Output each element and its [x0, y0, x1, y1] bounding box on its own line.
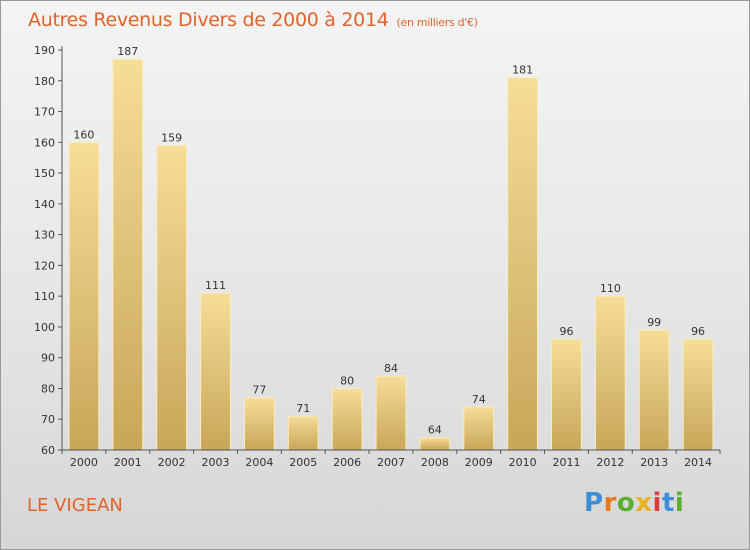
- bar-2001: [112, 58, 144, 451]
- data-label-2008: 64: [428, 424, 442, 437]
- y-tick-label: 190: [34, 44, 55, 57]
- y-tick-label: 160: [34, 136, 55, 149]
- y-tick-label: 70: [41, 413, 55, 426]
- location-label: LE VIGEAN: [27, 495, 123, 516]
- x-tick-label-2007: 2007: [377, 456, 405, 469]
- data-label-2003: 111: [205, 279, 226, 292]
- y-tick-label: 60: [41, 444, 55, 457]
- data-label-2004: 77: [252, 384, 266, 397]
- logo-letter: i: [674, 488, 685, 518]
- x-tick-label-2013: 2013: [640, 456, 668, 469]
- data-label-2011: 96: [559, 325, 573, 338]
- y-tick-label: 170: [34, 106, 55, 119]
- y-tick-label: 80: [41, 382, 55, 395]
- title-text: Autres Revenus Divers de 2000 à 2014: [28, 9, 389, 31]
- x-tick-label-2011: 2011: [552, 456, 580, 469]
- bar-2014: [682, 338, 714, 451]
- y-tick-label: 110: [34, 290, 55, 303]
- bar-2002: [156, 144, 188, 451]
- data-label-2014: 96: [691, 325, 705, 338]
- data-label-2001: 187: [117, 45, 138, 58]
- x-tick-label-2009: 2009: [465, 456, 493, 469]
- x-tick-label-2001: 2001: [114, 456, 142, 469]
- logo-letter: t: [661, 488, 675, 518]
- bar-2000: [68, 141, 100, 451]
- data-label-2007: 84: [384, 362, 398, 375]
- data-label-2005: 71: [296, 402, 310, 415]
- x-tick-label-2002: 2002: [158, 456, 186, 469]
- bar-2011: [551, 338, 582, 451]
- x-tick-label-2003: 2003: [202, 456, 230, 469]
- chart-title: Autres Revenus Divers de 2000 à 2014 (en …: [28, 9, 478, 31]
- data-label-2006: 80: [340, 374, 354, 387]
- bar-2005: [287, 415, 319, 451]
- x-tick-label-2000: 2000: [70, 456, 98, 469]
- bar-2006: [331, 387, 363, 451]
- bar-2007: [375, 375, 407, 451]
- x-tick-label-2006: 2006: [333, 456, 361, 469]
- bar-2013: [638, 329, 670, 451]
- x-tick-label-2012: 2012: [596, 456, 624, 469]
- logo-letter: i: [652, 488, 662, 518]
- y-tick-label: 90: [41, 352, 55, 365]
- x-tick-label-2008: 2008: [421, 456, 449, 469]
- bars: 160 187 159 111 77 71 80 84 64 74 181 96 110 99 96: [68, 45, 714, 451]
- title-unit: (en milliers d'€): [396, 16, 478, 29]
- bar-2008: [419, 437, 451, 451]
- x-tick-label-2010: 2010: [509, 456, 537, 469]
- y-tick-label: 100: [34, 321, 55, 334]
- logo-letter: P: [584, 488, 604, 518]
- data-label-2002: 159: [161, 131, 182, 144]
- y-tick-label: 140: [34, 198, 55, 211]
- y-tick-label: 130: [34, 229, 55, 242]
- bar-2012: [594, 295, 626, 451]
- bar-2009: [463, 406, 495, 451]
- data-label-2012: 110: [600, 282, 621, 295]
- data-label-2000: 160: [73, 128, 94, 141]
- y-tick-label: 120: [34, 259, 55, 272]
- x-tick-label-2014: 2014: [684, 456, 712, 469]
- x-tick-label-2004: 2004: [245, 456, 273, 469]
- data-label-2010: 181: [512, 64, 533, 77]
- x-tick-label-2005: 2005: [289, 456, 317, 469]
- bar-2004: [243, 397, 275, 451]
- y-tick-label: 150: [34, 167, 55, 180]
- proxiti-logo: Proxiti: [584, 488, 684, 518]
- y-tick-label: 180: [34, 75, 55, 88]
- y-axis: 60 70 80 90 100 110 120 130 140 150 160 170 180 190: [34, 44, 63, 457]
- data-label-2013: 99: [647, 316, 661, 329]
- x-axis: 2000 2001 2002 2003 2004 2005 2006 2007 2008 2009…: [61, 449, 721, 469]
- logo-letter: o: [616, 488, 636, 518]
- logo-letter: r: [603, 488, 617, 518]
- bar-2003: [200, 292, 231, 451]
- logo-letter: x: [635, 488, 653, 518]
- bar-2010: [507, 77, 539, 451]
- data-label-2009: 74: [472, 393, 486, 406]
